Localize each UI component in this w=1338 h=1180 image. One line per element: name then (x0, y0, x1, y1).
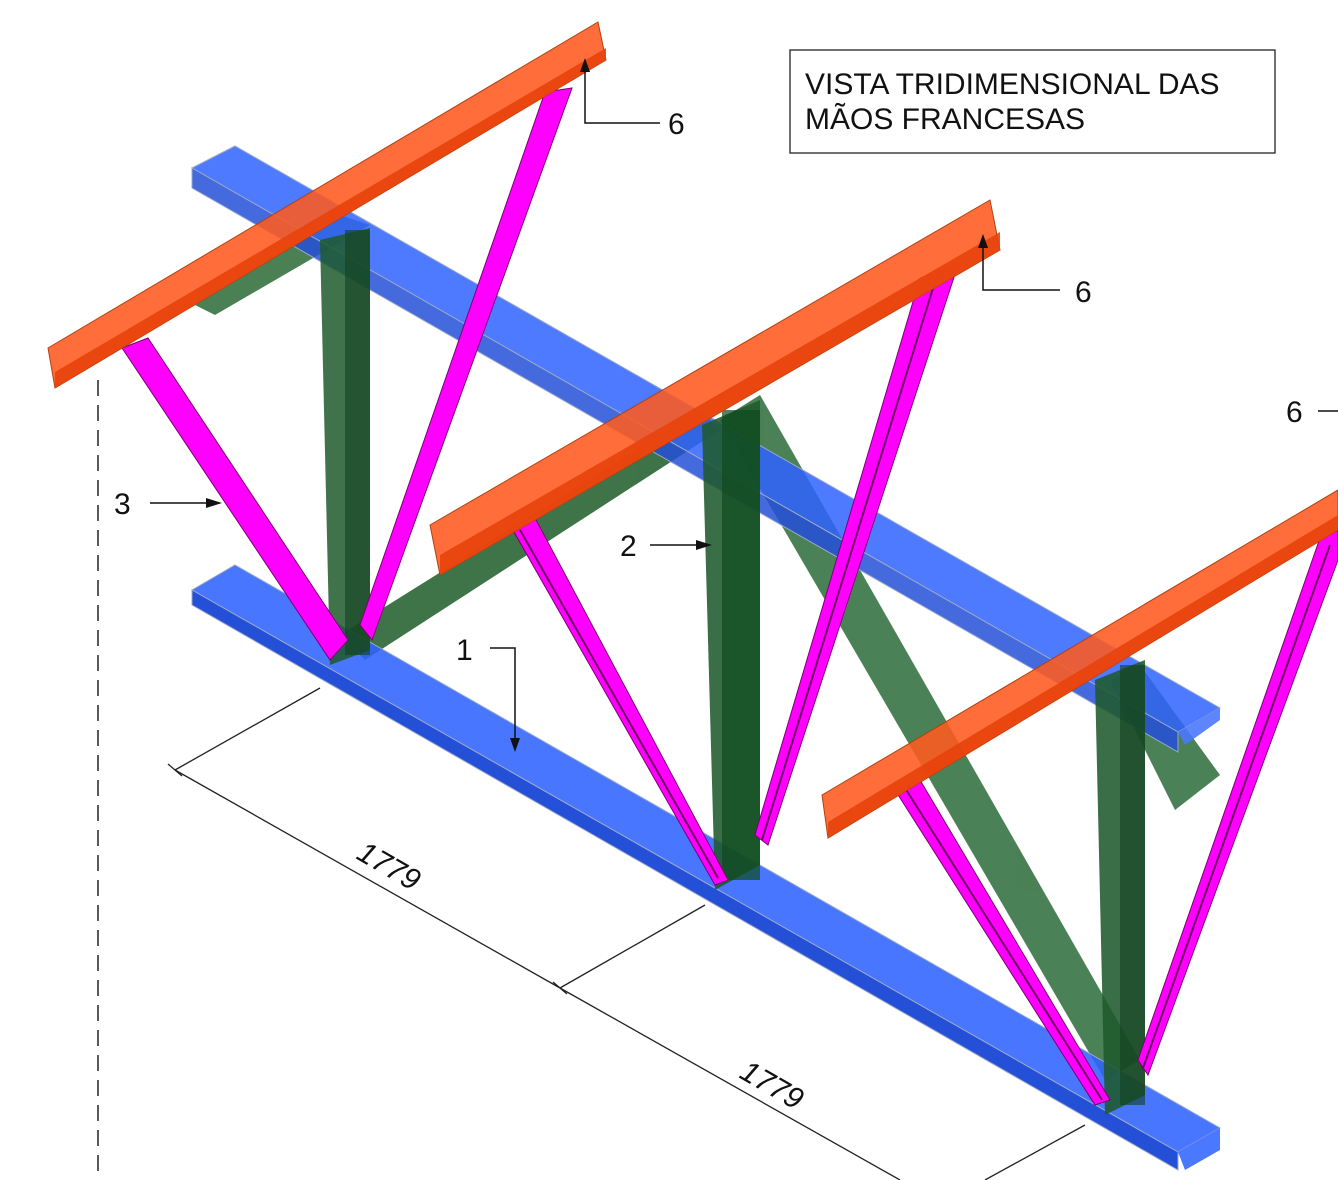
dimension-lines (167, 687, 1086, 1180)
vertical-post-3-face (1120, 665, 1145, 1105)
bottom-chord-flange (191, 589, 1179, 1171)
magenta-braces (121, 87, 1338, 1106)
vertical-post-1-face (345, 230, 370, 655)
top-chord-lip (1178, 708, 1220, 745)
purlins (47, 21, 1338, 839)
label-part-6a: 6 (668, 108, 685, 141)
label-part-6c: 6 (1286, 396, 1303, 429)
vertical-posts (320, 228, 1145, 1115)
leaders (150, 58, 1338, 752)
bottom-chord-lip (1178, 1128, 1220, 1170)
title-frame (789, 49, 1276, 154)
brace-left-1 (121, 337, 349, 661)
label-part-2: 2 (620, 530, 637, 563)
dimension-span-1: 1779 (352, 835, 427, 897)
brace-right-1 (359, 87, 573, 642)
vertical-post-2-face (722, 410, 760, 880)
label-part-6b: 6 (1075, 276, 1092, 309)
label-part-3: 3 (114, 488, 131, 521)
title-block: VISTA TRIDIMENSIONAL DAS MÃOS FRANCESAS (789, 49, 1276, 154)
title-line-1: VISTA TRIDIMENSIONAL DAS (805, 68, 1220, 101)
title-line-2: MÃOS FRANCESAS (805, 102, 1085, 136)
label-part-1: 1 (456, 634, 473, 667)
